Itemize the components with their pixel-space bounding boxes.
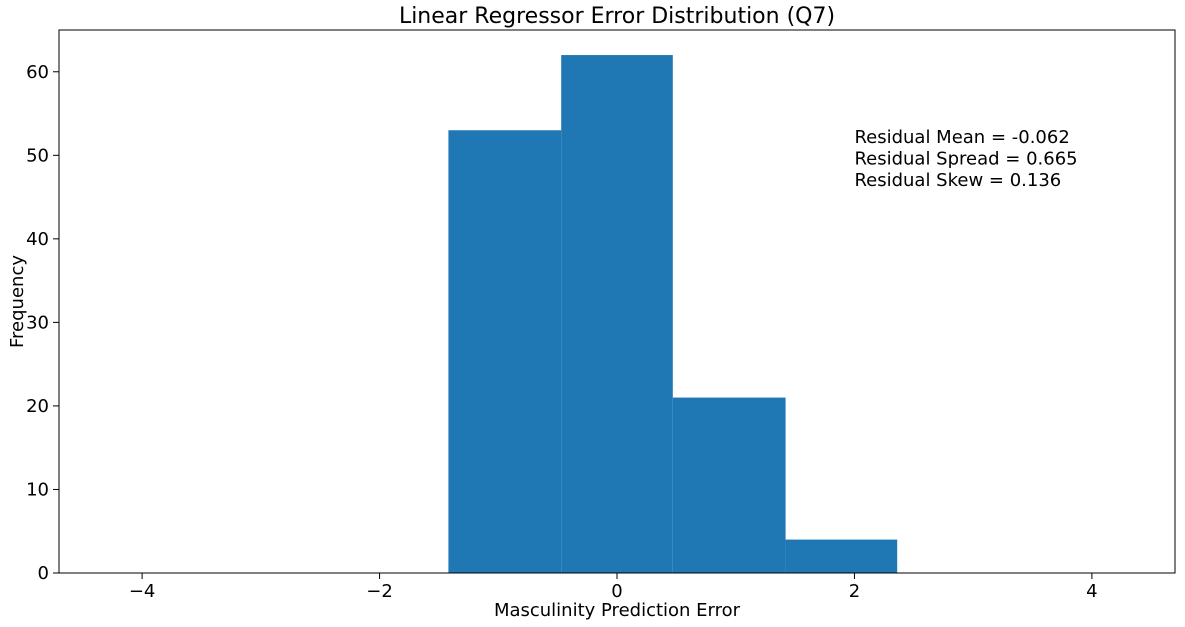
y-tick-label: 40	[26, 229, 49, 250]
y-tick-label: 30	[26, 312, 49, 333]
y-tick-label: 60	[26, 62, 49, 83]
y-tick-label: 50	[26, 145, 49, 166]
y-axis-label: Frequency	[7, 255, 28, 348]
histogram-bars	[448, 55, 898, 574]
histogram-bar	[785, 539, 898, 573]
annotation-line: Residual Spread = 0.665	[854, 148, 1077, 169]
x-axis-ticks: −4 −2 0 2 4	[129, 573, 1098, 602]
y-axis-ticks: 0 10 20 30 40 50 60	[26, 62, 59, 584]
x-axis-label: Masculinity Prediction Error	[494, 600, 741, 621]
y-tick-label: 10	[26, 479, 49, 500]
x-tick-label: 2	[849, 581, 860, 602]
chart-title: Linear Regressor Error Distribution (Q7)	[399, 4, 835, 29]
histogram-bar	[672, 397, 786, 573]
histogram-bar	[561, 55, 673, 574]
x-tick-label: 4	[1086, 581, 1097, 602]
x-tick-label: 0	[611, 581, 622, 602]
y-tick-label: 0	[38, 563, 49, 584]
y-tick-label: 20	[26, 396, 49, 417]
histogram-bar	[448, 130, 562, 573]
annotation-line: Residual Skew = 0.136	[854, 170, 1061, 191]
annotation-line: Residual Mean = -0.062	[854, 127, 1069, 148]
x-tick-label: −4	[129, 581, 156, 602]
x-tick-label: −2	[366, 581, 393, 602]
